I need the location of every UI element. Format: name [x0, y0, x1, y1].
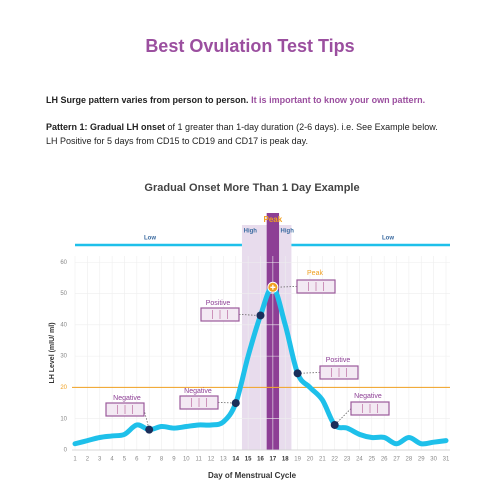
- y-tick-label: 50: [60, 291, 67, 297]
- y-tick-label: 0: [64, 448, 68, 454]
- highlight-point: [231, 399, 240, 408]
- pattern-name: Pattern 1: Gradual LH onset: [46, 122, 166, 132]
- x-tick-label: 25: [368, 457, 375, 463]
- x-axis-label: Day of Menstrual Cycle: [208, 471, 297, 480]
- annotation-label: Peak: [307, 270, 323, 277]
- highlight-point: [293, 369, 302, 378]
- x-tick-label: 11: [196, 457, 203, 463]
- annotation-label: Negative: [184, 388, 212, 395]
- intro: LH Surge pattern varies from person to p…: [46, 93, 476, 107]
- x-tick-label: 20: [307, 457, 314, 463]
- x-tick-label: 9: [172, 457, 176, 463]
- x-tick-label: 30: [430, 457, 437, 463]
- annotation-label: Negative: [113, 395, 141, 402]
- x-tick-label: 17: [270, 457, 277, 463]
- phase-label: High: [281, 229, 295, 235]
- x-tick-label: 24: [356, 457, 363, 463]
- x-tick-label: 28: [406, 457, 413, 463]
- x-tick-label: 22: [331, 457, 338, 463]
- x-tick-label: 4: [110, 457, 114, 463]
- y-tick-label: 60: [60, 260, 67, 266]
- x-tick-label: 27: [393, 457, 400, 463]
- x-tick-label: 7: [148, 457, 152, 463]
- pattern: Pattern 1: Gradual LH onset of 1 greater…: [46, 120, 476, 148]
- peak-plus: [270, 284, 276, 290]
- annotation-label: Negative: [354, 393, 382, 400]
- x-tick-label: 12: [208, 457, 215, 463]
- x-tick-label: 23: [344, 457, 351, 463]
- y-tick-label: 20: [60, 385, 67, 391]
- x-tick-label: 29: [418, 457, 425, 463]
- annotation-label: Positive: [326, 357, 351, 364]
- y-tick-label: 40: [60, 322, 67, 328]
- x-tick-label: 1: [73, 457, 77, 463]
- phase-label: High: [244, 229, 258, 235]
- y-tick-label: 30: [60, 354, 67, 360]
- highlight-point: [145, 425, 154, 434]
- highlight-point: [330, 420, 339, 429]
- phase-label: Low: [144, 236, 156, 242]
- intro-text: LH Surge pattern varies from person to p…: [46, 95, 249, 105]
- intro-highlight: It is important to know your own pattern…: [251, 95, 426, 105]
- x-tick-label: 14: [232, 457, 239, 463]
- y-axis-label: LH Level (mIU/ ml): [49, 322, 56, 383]
- phase-label: Low: [382, 236, 394, 242]
- x-tick-label: 13: [220, 457, 227, 463]
- phase-label: Peak: [264, 215, 283, 224]
- x-tick-label: 19: [294, 457, 301, 463]
- y-tick-label: 10: [60, 416, 67, 422]
- x-tick-label: 10: [183, 457, 190, 463]
- x-tick-label: 8: [160, 457, 164, 463]
- pattern-detail: LH Positive for 5 days from CD15 to CD19…: [46, 136, 308, 146]
- x-tick-label: 3: [98, 457, 102, 463]
- x-tick-label: 6: [135, 457, 139, 463]
- annotation-label: Positive: [206, 300, 231, 307]
- highlight-point: [256, 311, 265, 320]
- x-tick-label: 5: [123, 457, 127, 463]
- x-tick-label: 2: [86, 457, 90, 463]
- x-tick-label: 31: [443, 457, 450, 463]
- connector: [238, 314, 261, 316]
- x-tick-label: 18: [282, 457, 289, 463]
- page-title: Best Ovulation Test Tips: [145, 36, 355, 56]
- chart-title: Gradual Onset More Than 1 Day Example: [144, 182, 359, 194]
- pattern-text: of 1 greater than 1-day duration (2-6 da…: [167, 122, 438, 132]
- x-tick-label: 15: [245, 457, 252, 463]
- connector: [272, 286, 298, 288]
- x-tick-label: 21: [319, 457, 326, 463]
- connector: [143, 409, 150, 430]
- x-tick-label: 26: [381, 457, 388, 463]
- x-tick-label: 16: [257, 457, 264, 463]
